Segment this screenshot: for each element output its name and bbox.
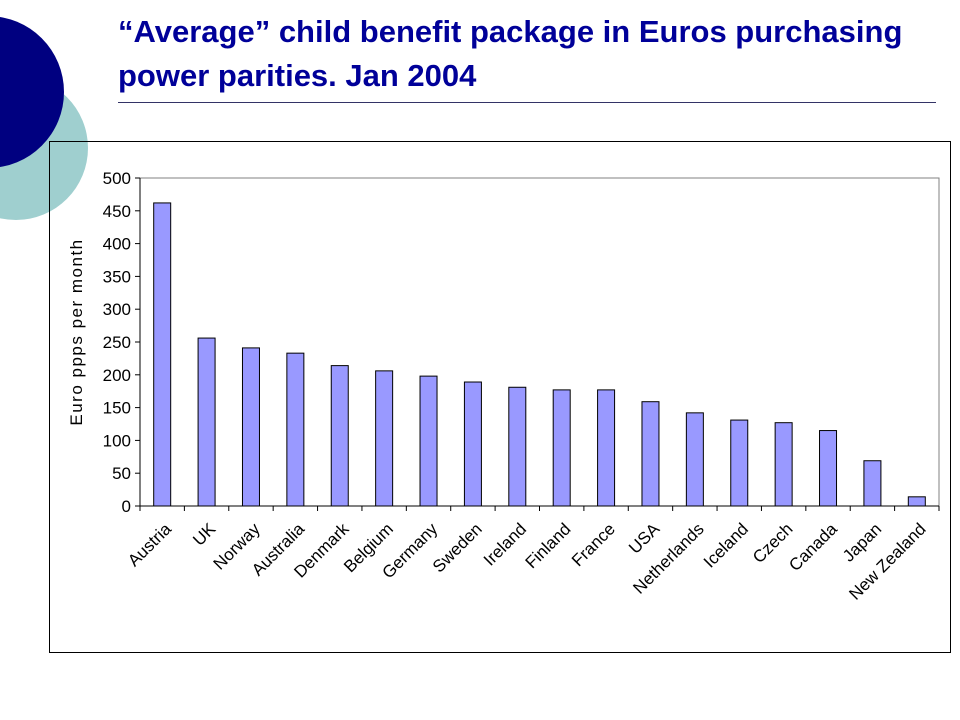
slide-title: “Average” child benefit package in Euros… (118, 14, 903, 93)
y-tick-label: 250 (103, 333, 131, 352)
x-tick-label: France (568, 519, 619, 570)
bar (730, 419, 749, 507)
bar (463, 381, 482, 507)
title-underline (118, 102, 936, 103)
bar (241, 347, 260, 507)
bar (907, 496, 926, 507)
x-tick-label: Sweden (429, 519, 486, 576)
bar (819, 430, 838, 507)
bar (153, 202, 172, 507)
x-tick-label: Finland (522, 519, 575, 572)
bar (597, 389, 616, 507)
bar (774, 422, 793, 507)
bar (552, 389, 571, 507)
bar (641, 401, 660, 507)
decorative-circles (0, 16, 88, 220)
y-axis-title: Euro ppps per month (67, 238, 86, 425)
bar (508, 386, 527, 507)
bar (330, 365, 349, 507)
bar (863, 460, 882, 507)
bar (197, 337, 216, 507)
bar (419, 375, 438, 507)
chart-frame (49, 141, 951, 653)
x-tick-label: UK (189, 519, 220, 550)
x-tick-label: Ireland (480, 519, 530, 569)
x-tick-label: Canada (785, 519, 841, 575)
y-tick-label: 350 (103, 267, 131, 286)
y-tick-label: 300 (103, 300, 131, 319)
y-tick-label: 400 (103, 235, 131, 254)
bar-chart: 0 50 100 150 200 250 300 350 400 450 500 Euro ppps … (67, 169, 940, 604)
x-tick-label: Iceland (700, 519, 752, 571)
y-tick-label: 200 (103, 366, 131, 385)
bar (685, 412, 704, 507)
dark-blue-circle (0, 16, 64, 168)
y-tick-label: 50 (112, 464, 131, 483)
y-tick-label: 150 (103, 399, 131, 418)
bar (375, 370, 394, 507)
x-tick-label: Austria (124, 519, 175, 570)
y-tick-label: 0 (122, 497, 131, 516)
y-tick-label: 450 (103, 202, 131, 221)
x-tick-label: USA (625, 519, 664, 558)
y-tick-label: 500 (103, 169, 131, 188)
y-tick-label: 100 (103, 431, 131, 450)
bar (286, 352, 305, 507)
